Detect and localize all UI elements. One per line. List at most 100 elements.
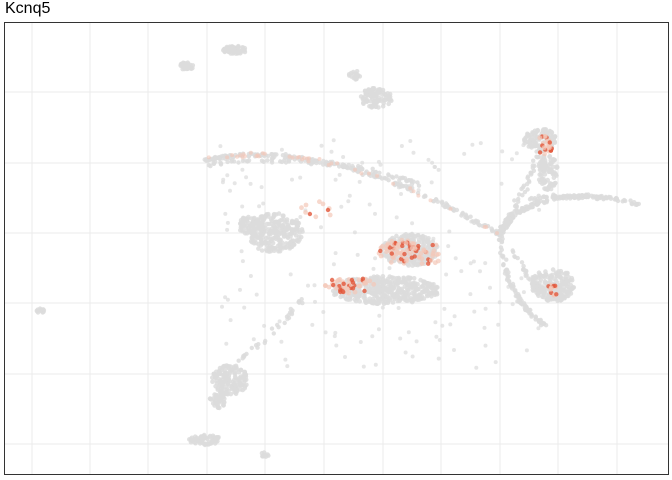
cell-point [534, 274, 540, 280]
cell-point [229, 367, 235, 373]
cell-point [549, 134, 555, 140]
cell-point [333, 177, 338, 182]
cell-point [570, 285, 576, 290]
cell-point [631, 200, 637, 205]
cell-point [360, 160, 365, 165]
cell-point [434, 334, 439, 339]
expressing-cell [537, 150, 543, 155]
cell-point [483, 306, 488, 311]
cell-point [183, 61, 189, 66]
cell-point [401, 279, 407, 285]
cell-point [263, 235, 269, 241]
cell-point [234, 387, 240, 393]
expressing-cell [371, 281, 377, 287]
cell-point [194, 436, 199, 442]
cell-point [562, 291, 567, 297]
cell-point [536, 326, 541, 331]
cell-point [585, 194, 591, 199]
background-cells [34, 43, 641, 459]
expressing-cell [495, 231, 499, 236]
cell-point [35, 307, 41, 313]
cell-point [282, 320, 287, 326]
cell-point [261, 201, 266, 206]
cell-point [525, 131, 530, 137]
cell-point [520, 193, 525, 198]
cell-point [313, 299, 317, 304]
expressing-cell [287, 154, 292, 159]
cell-point [240, 204, 245, 209]
cell-point [225, 227, 230, 232]
cell-point [527, 197, 533, 202]
cell-point [566, 293, 571, 299]
cell-point [218, 160, 223, 165]
cell-point [249, 236, 255, 241]
cell-point [381, 285, 387, 291]
cell-point [426, 281, 432, 287]
cell-point [277, 319, 282, 324]
cell-point [258, 224, 264, 229]
cell-point [346, 199, 351, 204]
cell-point [330, 288, 336, 294]
cell-point [344, 297, 349, 302]
cell-point [373, 256, 378, 261]
cell-point [548, 157, 553, 163]
cell-point [218, 371, 223, 377]
expressing-cell [430, 251, 436, 256]
expressing-cell [362, 288, 367, 294]
cell-point [296, 239, 301, 244]
cell-point [537, 280, 542, 285]
cell-point [276, 325, 281, 330]
cell-point [541, 180, 547, 186]
cell-point [418, 295, 424, 301]
cell-point [367, 104, 372, 109]
expressing-cell [240, 155, 245, 160]
cell-point [507, 279, 512, 284]
expressing-cell [400, 243, 405, 249]
cell-point [347, 193, 352, 198]
cell-point [433, 165, 437, 169]
cell-point [398, 336, 403, 341]
cell-point [277, 218, 283, 223]
expressing-cell [484, 225, 489, 229]
expressing-cell [367, 278, 373, 284]
cell-point [278, 231, 284, 236]
cell-point [549, 169, 555, 175]
cell-point [506, 270, 511, 275]
cell-point [240, 229, 245, 234]
cell-point [388, 284, 394, 290]
cell-point [528, 202, 533, 207]
cell-point [483, 261, 488, 266]
cell-point [535, 143, 541, 149]
cell-point [421, 242, 426, 248]
expressing-cell [411, 241, 417, 247]
cell-point [345, 165, 350, 171]
cell-point [558, 275, 563, 280]
cell-point [412, 288, 417, 294]
cell-point [440, 323, 445, 328]
cell-point [207, 434, 212, 440]
cell-point [516, 199, 521, 204]
cell-point [376, 98, 382, 103]
cell-point [346, 72, 352, 77]
cell-point [402, 294, 408, 299]
cell-point [361, 100, 366, 106]
cell-point [410, 354, 415, 359]
cell-point [375, 287, 381, 292]
cell-point [388, 97, 393, 102]
cell-point [274, 152, 279, 157]
cell-point [366, 299, 372, 304]
cell-point [274, 226, 279, 231]
cell-point [352, 230, 357, 235]
expressing-cell [322, 283, 328, 288]
cell-point [240, 259, 245, 264]
cell-point [370, 166, 375, 171]
cell-point [534, 149, 539, 154]
expressing-cell [305, 156, 310, 161]
cell-point [266, 231, 272, 237]
cell-point [333, 330, 338, 335]
cell-point [256, 246, 261, 251]
cell-point [323, 330, 328, 335]
expressing-cell [329, 161, 334, 166]
cell-point [531, 282, 536, 287]
cell-point [531, 289, 536, 293]
